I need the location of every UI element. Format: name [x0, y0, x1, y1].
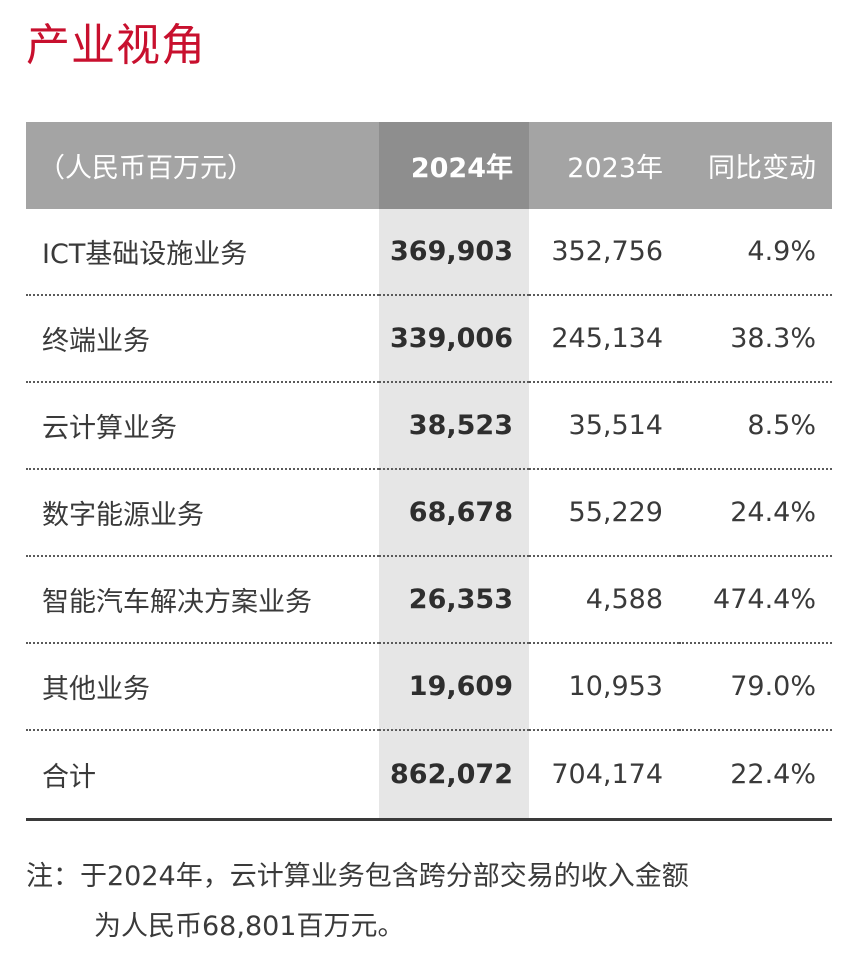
- value-change: 24.4%: [679, 470, 832, 557]
- table-row: 终端业务 339,006 245,134 38.3%: [26, 296, 832, 383]
- value-2023: 10,953: [529, 644, 679, 731]
- table-row: 其他业务 19,609 10,953 79.0%: [26, 644, 832, 731]
- value-2023: 4,588: [529, 557, 679, 644]
- value-2024: 68,678: [379, 470, 529, 557]
- header-unit: （人民币百万元）: [38, 153, 254, 184]
- value-2024: 19,609: [379, 644, 529, 731]
- value-2023: 704,174: [551, 759, 663, 790]
- value-change: 22.4%: [730, 759, 816, 790]
- value-change: 38.3%: [679, 296, 832, 383]
- table-total-row: 合计 862,072 704,174 22.4%: [26, 731, 832, 818]
- segment-name: 云计算业务: [26, 383, 379, 470]
- table-body: ICT基础设施业务 369,903 352,756 4.9% 终端业务 339,…: [26, 209, 832, 818]
- value-2024: 369,903: [379, 209, 529, 296]
- footnote-line-1: 注：于2024年，云计算业务包含跨分部交易的收入金额: [26, 861, 689, 892]
- segment-revenue-table: （人民币百万元） 2024年 2023年 同比变动 ICT基础设施业务 369,…: [26, 122, 832, 821]
- header-yoy-change: 同比变动: [708, 153, 816, 184]
- segment-name: 智能汽车解决方案业务: [26, 557, 379, 644]
- table-header: （人民币百万元） 2024年 2023年 同比变动: [26, 122, 832, 209]
- page-title: 产业视角: [26, 20, 206, 71]
- table-row: 数字能源业务 68,678 55,229 24.4%: [26, 470, 832, 557]
- value-2023: 55,229: [529, 470, 679, 557]
- value-2023: 245,134: [529, 296, 679, 383]
- value-2024: 38,523: [379, 383, 529, 470]
- table-row: 云计算业务 38,523 35,514 8.5%: [26, 383, 832, 470]
- header-2024: 2024年: [379, 122, 529, 209]
- segment-name: ICT基础设施业务: [26, 209, 379, 296]
- footnote: 注：于2024年，云计算业务包含跨分部交易的收入金额 为人民币68,801百万元…: [26, 852, 836, 952]
- value-2024: 339,006: [379, 296, 529, 383]
- segment-name: 数字能源业务: [26, 470, 379, 557]
- value-2024: 862,072: [379, 731, 529, 818]
- value-change: 4.9%: [679, 209, 832, 296]
- value-2024: 26,353: [379, 557, 529, 644]
- table-row: ICT基础设施业务 369,903 352,756 4.9%: [26, 209, 832, 296]
- table-bottom-rule: [26, 818, 832, 821]
- footnote-line-2: 为人民币68,801百万元。: [94, 911, 405, 942]
- value-change: 474.4%: [679, 557, 832, 644]
- segment-name: 其他业务: [26, 644, 379, 731]
- value-change: 79.0%: [679, 644, 832, 731]
- segment-name: 终端业务: [26, 296, 379, 383]
- value-2023: 352,756: [529, 209, 679, 296]
- segment-name: 合计: [42, 762, 96, 793]
- value-2023: 35,514: [529, 383, 679, 470]
- table-row: 智能汽车解决方案业务 26,353 4,588 474.4%: [26, 557, 832, 644]
- value-change: 8.5%: [679, 383, 832, 470]
- header-2023: 2023年: [567, 153, 663, 184]
